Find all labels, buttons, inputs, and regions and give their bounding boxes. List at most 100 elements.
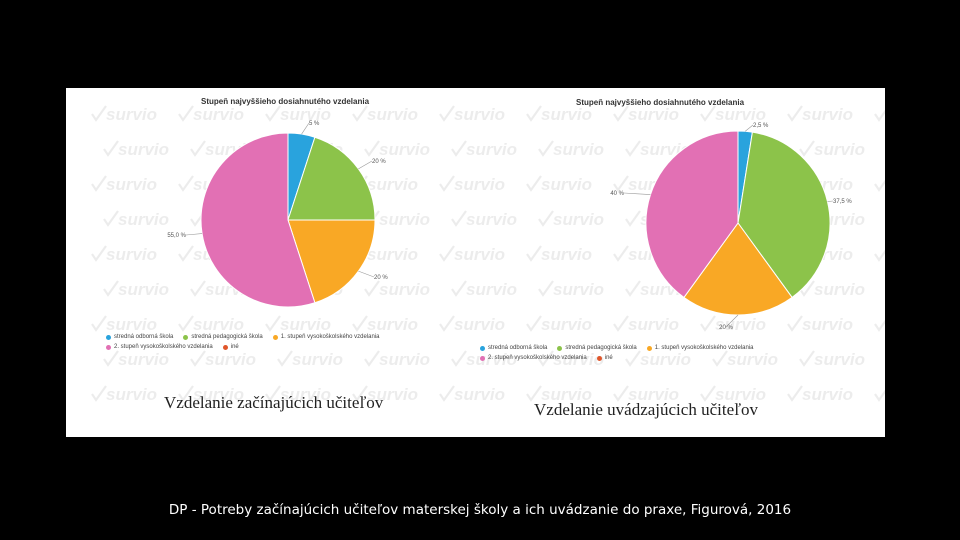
watermark-mark: survio (91, 105, 157, 124)
legend-swatch (272, 334, 278, 340)
watermark-mark: survio (103, 210, 169, 229)
svg-text:survio: survio (541, 175, 592, 194)
svg-text:survio: survio (466, 350, 517, 369)
legend-swatch (596, 355, 602, 361)
svg-text:survio: survio (367, 105, 418, 124)
svg-text:survio: survio (106, 105, 157, 124)
watermark-mark: survio (364, 280, 430, 299)
svg-text:survio: survio (106, 385, 157, 404)
watermark-mark: survio (799, 280, 865, 299)
svg-text:survio: survio (367, 315, 418, 334)
svg-text:survio: survio (640, 350, 691, 369)
svg-text:survio: survio (280, 105, 331, 124)
watermark-mark: survio (451, 280, 517, 299)
watermark-mark: survio (103, 280, 169, 299)
watermark-mark: survio (613, 105, 679, 124)
watermark-mark: survio (439, 385, 505, 404)
slide-footer: DP - Potreby začínajúcich učiteľov mater… (168, 502, 792, 518)
watermark-mark: survio (352, 385, 418, 404)
svg-text:survio: survio (553, 140, 604, 159)
chart-title: Stupeň najvyššieho dosiahnutého vzdelani… (201, 97, 370, 106)
svg-text:survio: survio (118, 280, 169, 299)
watermark-mark: survio (178, 315, 244, 334)
slide-figure: survio survio survio survio survio survio surv… (66, 88, 885, 437)
svg-text:survio: survio (553, 210, 604, 229)
watermark-mark: survio (613, 385, 679, 404)
legend-item: stredná odborná škola (106, 334, 173, 340)
watermark-mark: survio (352, 315, 418, 334)
legend-label: 1. stupeň vysokoškolského vzdelania (654, 345, 754, 351)
legend-label: stredná pedagogická škola (191, 334, 263, 340)
svg-text:survio: survio (118, 140, 169, 159)
svg-text:survio: survio (367, 385, 418, 404)
slice-leader-line (301, 122, 310, 135)
svg-text:survio: survio (628, 385, 679, 404)
svg-text:survio: survio (715, 385, 766, 404)
svg-text:survio: survio (106, 175, 157, 194)
watermark-mark: survio (787, 105, 853, 124)
chart-caption: Vzdelanie uvádzajúcich učiteľov (534, 400, 759, 419)
legend-item: 1. stupeň vysokoškolského vzdelania (272, 334, 380, 340)
svg-text:survio: survio (802, 315, 853, 334)
legend-label: 2. stupeň vysokoškolského vzdelania (488, 355, 587, 361)
legend-swatch (480, 345, 485, 351)
svg-text:survio: survio (715, 315, 766, 334)
watermark-mark: survio (538, 210, 604, 229)
slice-leader-line (358, 160, 373, 170)
slice-leader-line (745, 124, 754, 132)
svg-text:survio: survio (802, 385, 853, 404)
watermark-mark: survio (91, 175, 157, 194)
svg-text:survio: survio (454, 105, 505, 124)
watermark-mark: survio (874, 179, 885, 192)
slice-data-label: 40 % (610, 191, 624, 197)
svg-text:survio: survio (379, 210, 430, 229)
legend-item: iné (596, 355, 613, 361)
watermark-mark: survio (700, 385, 766, 404)
pie-slice (287, 219, 376, 304)
pie-slice (200, 132, 316, 308)
watermark-mark: survio (439, 245, 505, 264)
svg-text:survio: survio (802, 105, 853, 124)
svg-text:survio: survio (118, 350, 169, 369)
legend-label: 1. stupeň vysokoškolského vzdelania (280, 334, 380, 340)
slice-leader-line (725, 314, 739, 328)
watermark-mark: survio (613, 315, 679, 334)
chart-legend: stredná odborná škola stredná pedagogick… (480, 345, 754, 365)
svg-text:survio: survio (367, 175, 418, 194)
svg-text:survio: survio (628, 315, 679, 334)
watermark-mark: survio (526, 385, 592, 404)
slice-data-label: 20 % (372, 159, 386, 165)
svg-text:survio: survio (553, 350, 604, 369)
legend-label: stredná odborná škola (488, 345, 548, 351)
watermark-mark: survio (265, 105, 331, 124)
svg-text:survio: survio (814, 140, 865, 159)
watermark-mark: survio (364, 140, 430, 159)
legend-swatch (646, 345, 652, 351)
watermark-mark: survio (265, 385, 331, 404)
watermark-mark: survio (799, 140, 865, 159)
slice-data-label: 2,5 % (753, 123, 769, 129)
watermark-mark: survio (439, 105, 505, 124)
pie-slice (645, 130, 739, 299)
watermark-mark: survio (103, 350, 169, 369)
legend-swatch (222, 344, 228, 350)
svg-text:survio: survio (367, 245, 418, 264)
svg-text:survio: survio (205, 350, 256, 369)
pie-slice (683, 222, 793, 316)
legend-label: 2. stupeň vysokoškolského vzdelania (114, 344, 213, 350)
svg-text:survio: survio (466, 140, 517, 159)
legend-item: 2. stupeň vysokoškolského vzdelania (106, 344, 213, 350)
watermark-mark: survio (874, 389, 885, 402)
watermark-mark: survio (625, 350, 691, 369)
legend-item: 2. stupeň vysokoškolského vzdelania (480, 355, 587, 361)
svg-text:survio: survio (118, 210, 169, 229)
watermark-mark: survio (451, 350, 517, 369)
watermark-mark: survio (277, 350, 343, 369)
legend-swatch (480, 355, 485, 361)
legend-label: stredná pedagogická škola (565, 345, 637, 351)
watermark-mark: survio (451, 210, 517, 229)
svg-text:survio: survio (541, 385, 592, 404)
watermark-mark: survio (787, 315, 853, 334)
watermark-mark: survio (178, 105, 244, 124)
svg-text:survio: survio (379, 140, 430, 159)
